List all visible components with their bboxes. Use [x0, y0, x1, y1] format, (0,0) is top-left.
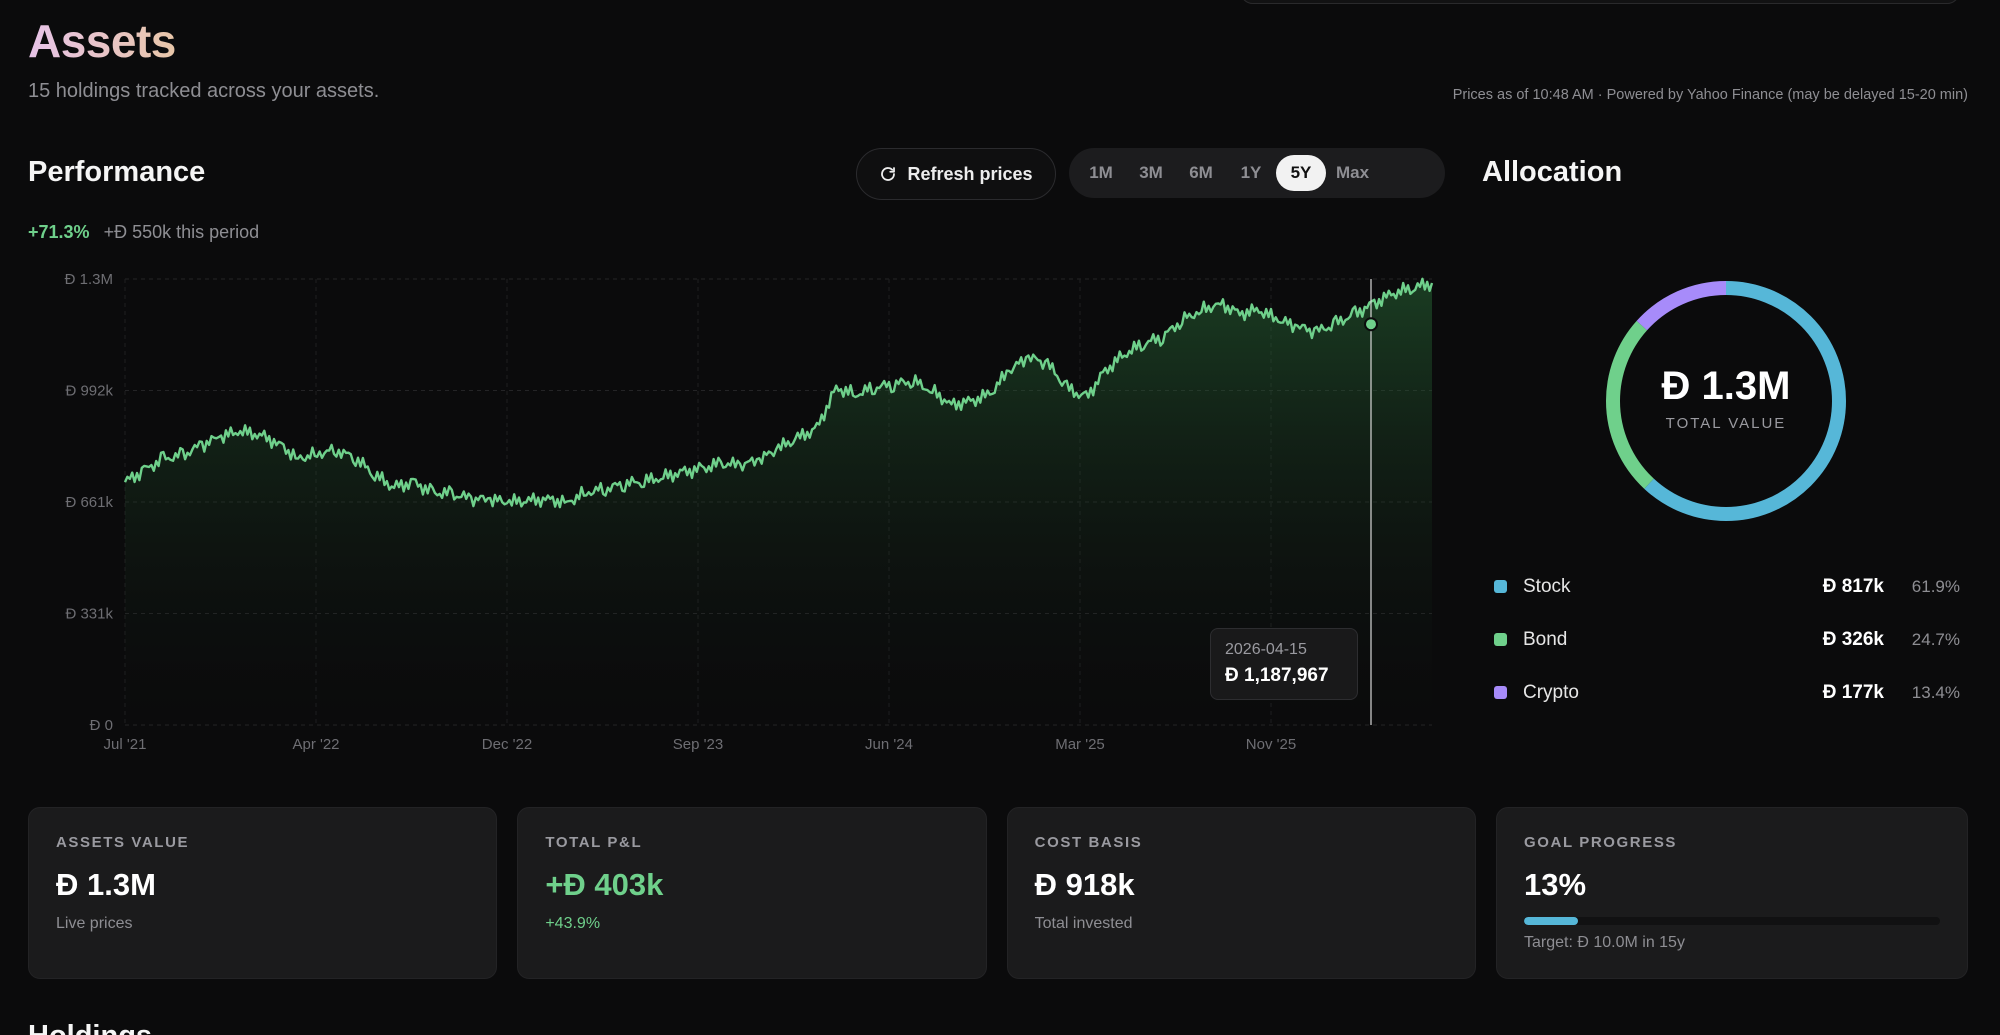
y-tick-label: Đ 1.3M	[65, 271, 113, 288]
goal-progress-card: GOAL PROGRESS 13% Target: Đ 10.0M in 15y	[1495, 807, 1968, 979]
holdings-title: Holdings	[28, 1020, 152, 1035]
x-tick-label: Nov '25	[1246, 736, 1296, 753]
legend-dot-stock	[1494, 580, 1507, 593]
legend-dot-crypto	[1494, 686, 1507, 699]
y-tick-label: Đ 331k	[65, 606, 113, 623]
legend-value: Đ 817k	[1822, 575, 1884, 597]
goal-progress-bar	[1523, 917, 1940, 925]
card-value: +Đ 403k	[545, 867, 664, 902]
card-label: TOTAL P&L	[545, 834, 643, 851]
legend-item-stock[interactable]: Stock Đ 817k 61.9%	[1492, 560, 1960, 613]
allocation-donut: Đ 1.3M TOTAL VALUE	[1600, 275, 1852, 527]
allocation-donut-chart	[1606, 281, 1846, 521]
legend-pct: 61.9%	[1911, 576, 1960, 596]
card-label: GOAL PROGRESS	[1523, 834, 1678, 851]
card-value: Đ 918k	[1034, 867, 1135, 902]
y-tick-label: Đ 661k	[65, 494, 113, 511]
legend-item-crypto[interactable]: Crypto Đ 177k 13.4%	[1492, 666, 1960, 719]
legend-pct: 24.7%	[1911, 629, 1960, 649]
card-value: 13%	[1523, 867, 1587, 902]
legend-value: Đ 326k	[1822, 628, 1884, 650]
range-5y[interactable]: 5Y	[1276, 155, 1326, 191]
allocation-title: Allocation	[1482, 156, 1623, 188]
refresh-prices-button[interactable]: Refresh prices	[856, 148, 1056, 200]
performance-change-pct: +71.3%	[28, 222, 90, 242]
allocation-total-label: TOTAL VALUE	[1665, 415, 1787, 432]
page-title: Assets	[28, 15, 176, 67]
range-max[interactable]: Max	[1336, 163, 1370, 182]
total-pl-card: TOTAL P&L +Đ 403k +43.9%	[517, 807, 987, 979]
card-sub: Live prices	[56, 915, 133, 932]
range-1y[interactable]: 1Y	[1240, 163, 1262, 182]
legend-name: Stock	[1523, 575, 1571, 597]
allocation-legend: Stock Đ 817k 61.9% Bond Đ 326k 24.7% Cry…	[1492, 560, 1960, 719]
chart-highlight-point	[1364, 317, 1378, 332]
card-value: Đ 1.3M	[56, 867, 156, 902]
range-1m[interactable]: 1M	[1089, 163, 1113, 182]
range-selector: 1M 3M 6M 1Y 5Y Max	[1069, 148, 1445, 198]
x-tick-label: Dec '22	[482, 736, 532, 753]
range-3m[interactable]: 3M	[1139, 163, 1163, 182]
allocation-total-value: Đ 1.3M	[1661, 364, 1791, 408]
chart-series-line	[123, 277, 1434, 509]
card-label: ASSETS VALUE	[56, 834, 190, 851]
goal-progress-fill	[1523, 917, 1579, 925]
page-subtitle: 15 holdings tracked across your assets.	[28, 80, 380, 102]
card-sub: +43.9%	[545, 915, 601, 932]
card-sub: Total invested	[1034, 915, 1133, 932]
performance-title: Performance	[28, 156, 206, 188]
performance-change: +71.3% +Đ 550k this period	[28, 222, 259, 243]
performance-chart[interactable]: Đ 0 Đ 331k Đ 661k Đ 992k Đ 1.3M Jul '21 Apr '2…	[0, 262, 1450, 762]
legend-name: Crypto	[1523, 681, 1579, 703]
goal-progress-sub: Target: Đ 10.0M in 15y	[1523, 934, 1685, 951]
y-tick-label: Đ 992k	[65, 383, 113, 400]
refresh-icon	[881, 167, 896, 181]
chart-tooltip: 2026-04-15 Đ 1,187,967	[1210, 628, 1358, 700]
tooltip-date: 2026-04-15	[1225, 641, 1307, 658]
top-search-bar[interactable]	[1240, 0, 1960, 4]
donut-center: Đ 1.3M TOTAL VALUE	[1600, 275, 1852, 527]
legend-value: Đ 177k	[1822, 681, 1884, 703]
range-6m[interactable]: 6M	[1189, 163, 1213, 182]
x-tick-label: Jul '21	[104, 736, 147, 753]
refresh-prices-label: Refresh prices	[907, 163, 1033, 184]
price-note: Prices as of 10:48 AM · Powered by Yahoo…	[1452, 87, 1968, 103]
cost-basis-card: COST BASIS Đ 918k Total invested	[1006, 807, 1476, 979]
tooltip-value: Đ 1,187,967	[1225, 665, 1329, 686]
x-tick-label: Apr '22	[292, 736, 339, 753]
summary-cards: ASSETS VALUE Đ 1.3M Live prices TOTAL P&…	[28, 807, 1968, 979]
x-tick-label: Sep '23	[673, 736, 723, 753]
legend-dot-bond	[1494, 633, 1507, 646]
chart-area-fill	[125, 278, 1432, 725]
donut-segment-bond[interactable]	[1606, 281, 1846, 521]
legend-pct: 13.4%	[1911, 682, 1960, 702]
y-tick-label: Đ 0	[90, 717, 113, 734]
legend-name: Bond	[1523, 628, 1568, 650]
donut-segment-crypto[interactable]	[1606, 281, 1846, 521]
x-tick-label: Jun '24	[865, 736, 913, 753]
legend-item-bond[interactable]: Bond Đ 326k 24.7%	[1492, 613, 1960, 666]
assets-value-card: ASSETS VALUE Đ 1.3M Live prices	[28, 807, 498, 979]
card-label: COST BASIS	[1034, 834, 1143, 851]
performance-change-amount: +Đ 550k this period	[103, 222, 260, 242]
x-tick-label: Mar '25	[1055, 736, 1105, 753]
